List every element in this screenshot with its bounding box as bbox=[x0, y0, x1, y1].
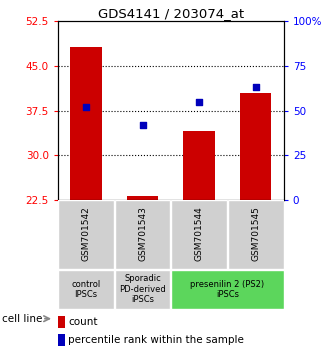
Bar bbox=[115, 200, 171, 269]
Bar bbox=[228, 200, 283, 269]
Bar bbox=[71, 47, 102, 200]
Point bbox=[83, 104, 89, 110]
Text: presenilin 2 (PS2)
iPSCs: presenilin 2 (PS2) iPSCs bbox=[190, 280, 264, 299]
Bar bbox=[183, 131, 214, 200]
Text: GSM701545: GSM701545 bbox=[251, 206, 260, 261]
Text: Sporadic
PD-derived
iPSCs: Sporadic PD-derived iPSCs bbox=[119, 274, 166, 304]
Point bbox=[253, 85, 258, 90]
Text: GSM701544: GSM701544 bbox=[194, 206, 204, 261]
Text: count: count bbox=[68, 317, 97, 327]
Bar bbox=[127, 196, 158, 200]
Bar bbox=[115, 270, 171, 309]
Bar bbox=[58, 316, 65, 328]
Text: percentile rank within the sample: percentile rank within the sample bbox=[68, 335, 244, 345]
Title: GDS4141 / 203074_at: GDS4141 / 203074_at bbox=[98, 7, 244, 20]
Text: GSM701543: GSM701543 bbox=[138, 206, 147, 261]
Point bbox=[196, 99, 202, 104]
Bar bbox=[58, 270, 114, 309]
Bar bbox=[240, 93, 271, 200]
Bar bbox=[58, 200, 114, 269]
Text: GSM701542: GSM701542 bbox=[82, 206, 90, 261]
Bar bbox=[171, 270, 283, 309]
Bar bbox=[58, 334, 65, 346]
Text: cell line: cell line bbox=[2, 314, 42, 324]
Bar bbox=[171, 200, 227, 269]
Point bbox=[140, 122, 145, 128]
Text: control
IPSCs: control IPSCs bbox=[71, 280, 101, 299]
